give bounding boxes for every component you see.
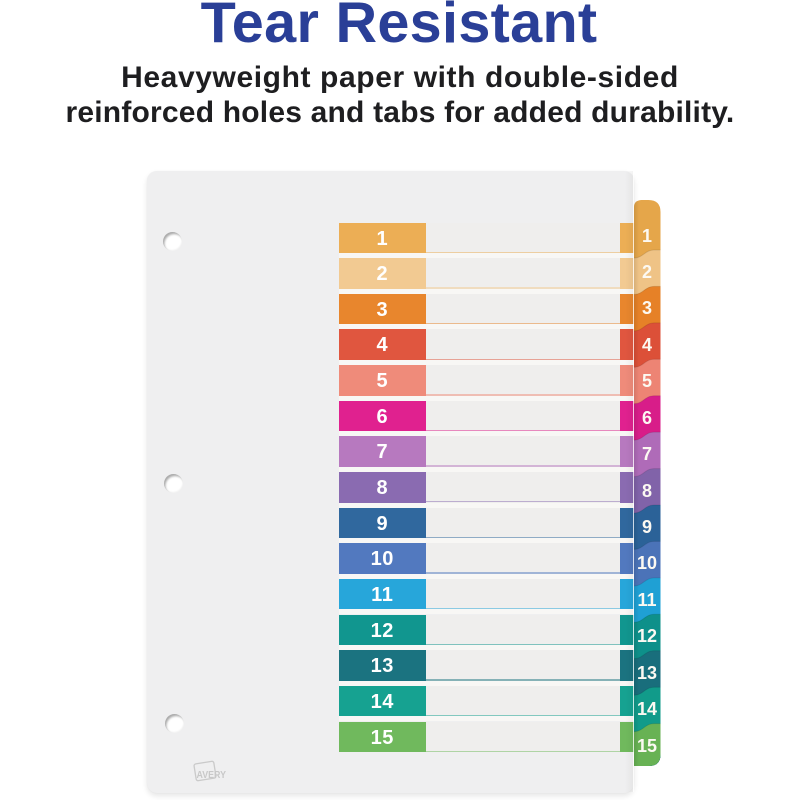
svg-text:AVERY: AVERY [197, 770, 227, 781]
